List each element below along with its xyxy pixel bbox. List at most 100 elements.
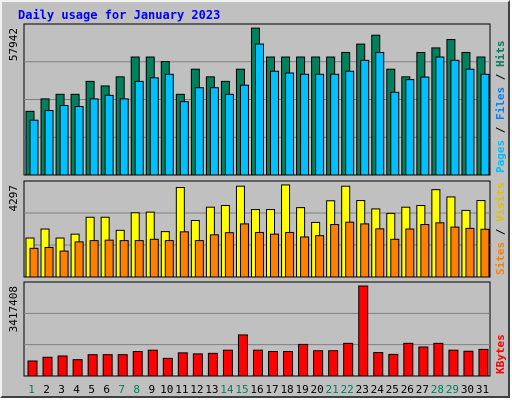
sites-bar [134,240,144,278]
files-bar [420,76,430,176]
sites-bar [345,221,355,278]
legend-kbytes: KBytes [494,334,507,374]
day-label: 9 [148,383,155,396]
sites-bar [315,235,325,278]
sites-bar [405,228,415,278]
kbytes-bar [237,334,248,377]
kbytes-bar [433,342,444,377]
kbytes-bar [162,357,173,377]
files-bar [435,56,445,176]
sites-bar [209,234,219,278]
y-max-label: 4297 [7,185,20,212]
kbytes-bar [147,349,158,377]
panel-legend: Sites / Visits [494,182,507,275]
kbytes-bar [388,353,399,377]
kbytes-bar [132,351,143,377]
files-bar [330,73,340,176]
day-label: 18 [280,383,293,396]
sites-bar [224,232,234,278]
files-bar [465,68,475,176]
day-label: 3 [58,383,65,396]
panel-legend: KBytes [494,334,507,374]
kbytes-bar [252,349,263,377]
files-bar [104,94,114,176]
sites-bar [480,228,490,278]
files-bar [29,119,39,176]
kbytes-bar [87,354,98,377]
day-label: 11 [175,383,188,396]
day-label: 13 [205,383,218,396]
files-bar [360,59,370,176]
files-bar [345,70,355,176]
day-label: 30 [461,383,474,396]
day-label: 1 [28,383,35,396]
day-label: 22 [341,383,354,396]
files-bar [405,79,415,176]
kbytes-bar [102,354,113,377]
legend-separator: / [494,222,507,242]
files-bar [315,73,325,176]
kbytes-bar [268,351,279,377]
day-label: 21 [326,383,339,396]
day-label: 2 [43,383,50,396]
sites-bar [450,226,460,278]
chart-title: Daily usage for January 2023 [18,8,220,22]
kbytes-bar [222,349,233,377]
files-bar [300,73,310,176]
day-label: 28 [431,383,444,396]
day-label: 27 [416,383,429,396]
kbytes-bar [207,352,218,377]
files-bar [270,70,280,176]
files-bar [390,91,400,176]
kbytes-bar [27,360,38,377]
files-bar [44,110,54,176]
sites-bar [435,222,445,278]
sites-bar [285,231,295,278]
kbytes-bar [72,359,83,377]
files-bar [59,104,69,176]
files-bar [450,59,460,176]
day-label: 25 [386,383,399,396]
panel-kbytes: 3417408 KBytes [7,281,507,377]
files-bar [134,80,144,176]
y-max-label: 3417408 [7,286,20,332]
kbytes-bar [478,348,489,377]
kbytes-bar [192,353,203,377]
sites-bar [149,238,159,278]
sites-bar [360,223,370,278]
day-label: 26 [401,383,414,396]
files-bar [179,101,189,176]
day-label: 8 [133,383,140,396]
kbytes-bar [328,350,339,377]
kbytes-bar [117,354,128,377]
sites-bar [29,247,39,278]
files-bar [375,51,385,176]
sites-bar [89,240,99,278]
sites-bar [330,224,340,278]
panel-pages_files_hits: 57942 Pages / Files / Hits [7,23,507,176]
kbytes-bar [418,346,429,377]
legend-hits: Hits [494,41,507,68]
day-label: 20 [311,383,324,396]
day-label: 16 [250,383,263,396]
day-label: 6 [103,383,110,396]
kbytes-bar [42,356,53,377]
day-labels: 1 2 3 4 5 6 7 8 9 10 11 12 13 14 15 16 17 18 19 20 21 22 23 24 2… [28,383,489,396]
sites-bar [59,250,69,278]
files-bar [254,43,264,176]
legend-separator: / [494,120,507,140]
sites-bar [194,240,204,278]
kbytes-bar [313,350,324,377]
sites-bar [164,240,174,278]
day-label: 5 [88,383,95,396]
day-label: 29 [446,383,459,396]
files-bar [164,73,174,176]
sites-bar [420,224,430,278]
sites-bar [119,240,129,278]
kbytes-bar [343,342,354,377]
kbytes-bar [283,351,294,377]
files-bar [194,87,204,176]
files-bar [149,77,159,176]
legend-files: Files [494,87,507,120]
files-bar [224,93,234,176]
